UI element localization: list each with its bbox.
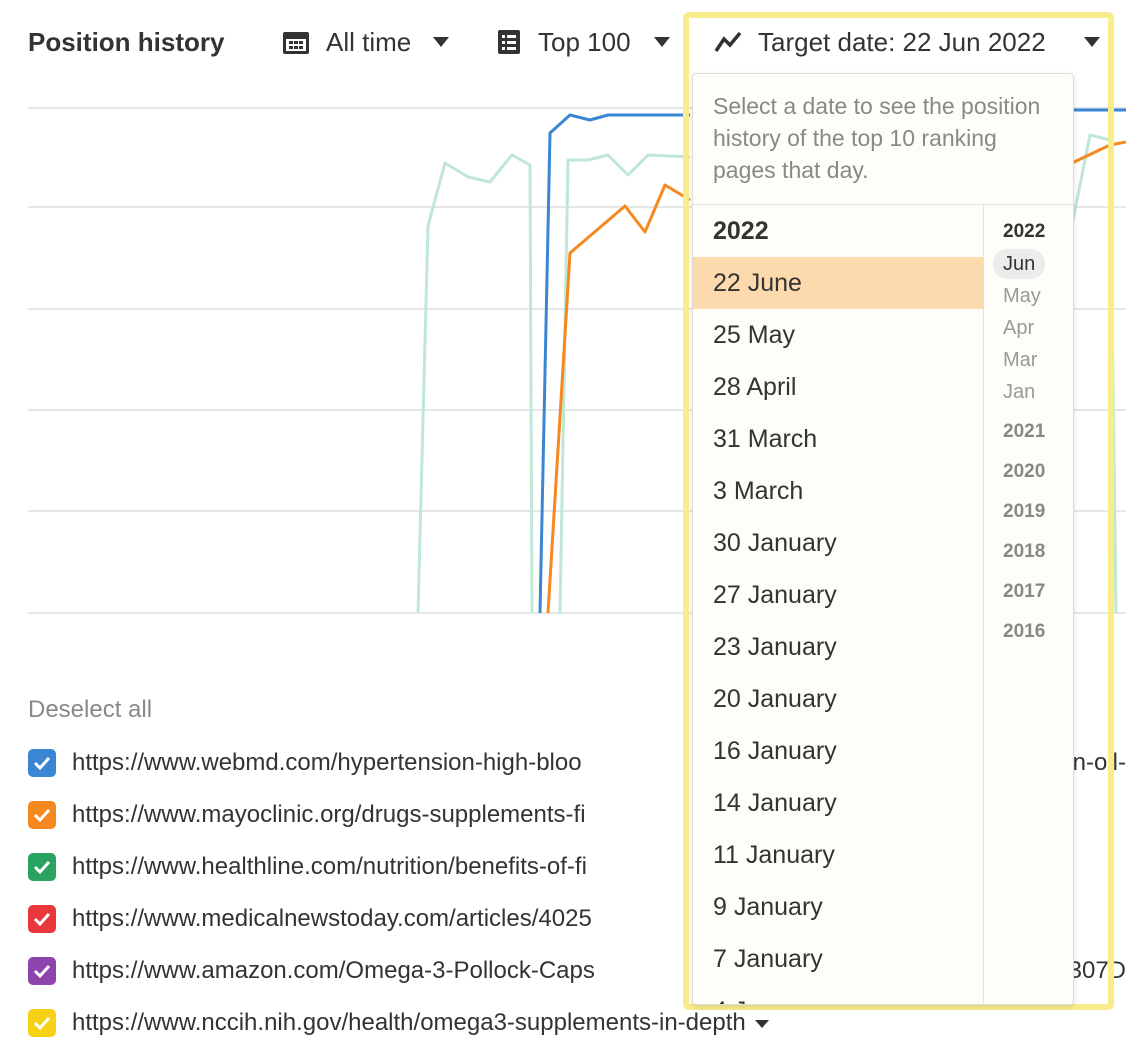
url-label: https://www.mayoclinic.org/drugs-supplem…: [72, 801, 586, 828]
check: [33, 808, 51, 823]
checkbox[interactable]: [28, 749, 56, 777]
date-option[interactable]: 9 January: [713, 893, 823, 921]
caret[interactable]: [746, 1009, 770, 1036]
highlight-box: [683, 12, 1114, 1010]
check: [33, 1016, 51, 1031]
date-option[interactable]: 28 April: [713, 373, 797, 401]
date-option[interactable]: 31 March: [713, 425, 818, 453]
date-option[interactable]: 14 January: [713, 789, 837, 817]
date-option[interactable]: 4 January: [693, 985, 983, 1004]
year-link[interactable]: 2022: [1003, 221, 1046, 242]
trend-icon: [714, 31, 742, 52]
date-option[interactable]: 7 January: [713, 945, 823, 973]
url-label: https://www.amazon.com/Omega-3-Pollock-C…: [72, 957, 595, 984]
year-link[interactable]: 2017: [1003, 581, 1046, 602]
deselect-all[interactable]: Deselect all: [28, 696, 153, 723]
date-option[interactable]: 3 March: [713, 477, 804, 505]
line-healthline: [558, 153, 691, 614]
check: [33, 964, 51, 979]
year-heading: 2022: [713, 217, 769, 245]
date-option[interactable]: 30 January: [713, 529, 837, 557]
separator: [983, 205, 984, 1004]
month-link[interactable]: Mar: [1003, 349, 1038, 371]
checkbox[interactable]: [28, 905, 56, 933]
date-option[interactable]: 11 January: [713, 841, 835, 869]
date-picker: Select a date to see the position histor…: [692, 73, 1074, 1005]
caret: [1084, 37, 1100, 47]
target-date-dropdown[interactable]: Target date: 22 Jun 2022: [758, 27, 1046, 57]
caret-icon: [754, 1019, 769, 1028]
checkbox[interactable]: [28, 853, 56, 881]
url-tail: n-oil-: [1072, 749, 1126, 776]
year-link[interactable]: 2021: [1003, 421, 1046, 442]
url-label: https://www.nccih.nih.gov/health/omega3-…: [72, 1008, 770, 1038]
separator: [693, 204, 1073, 205]
date-option[interactable]: 27 January: [713, 581, 837, 609]
line-mayoclinic: [546, 183, 691, 614]
date-option[interactable]: 16 January: [713, 737, 837, 765]
caret: [433, 37, 449, 47]
url-label: https://www.webmd.com/hypertension-high-…: [72, 749, 582, 776]
month-link[interactable]: Jan: [1003, 381, 1036, 403]
month-link[interactable]: Jun: [993, 249, 1046, 279]
line-webmd: [538, 113, 690, 614]
calendar-icon: [283, 32, 309, 54]
checkbox[interactable]: [28, 957, 56, 985]
year-link[interactable]: 2016: [1003, 621, 1046, 642]
date-option[interactable]: 22 June: [693, 257, 983, 309]
date-option[interactable]: 20 January: [713, 685, 837, 713]
line-healthline: [416, 153, 534, 614]
section-title: Position history: [28, 27, 225, 57]
year-link[interactable]: 2019: [1003, 501, 1046, 522]
check: [33, 756, 51, 771]
url-label: https://www.healthline.com/nutrition/ben…: [72, 853, 587, 880]
period-dropdown[interactable]: All time: [326, 27, 412, 57]
year-link[interactable]: 2018: [1003, 541, 1046, 562]
year-link[interactable]: 2020: [1003, 461, 1046, 482]
checkbox[interactable]: [28, 801, 56, 829]
caret: [654, 37, 670, 47]
url-label: https://www.medicalnewstoday.com/article…: [72, 905, 592, 932]
list-icon: [498, 30, 520, 54]
checkbox[interactable]: [28, 1009, 56, 1037]
top-dropdown[interactable]: Top 100: [538, 27, 631, 57]
month-link[interactable]: May: [1003, 285, 1041, 307]
month-link[interactable]: Apr: [1003, 317, 1035, 339]
url-tail: 307D: [1068, 957, 1126, 984]
date-option[interactable]: 25 May: [713, 321, 795, 349]
check: [33, 912, 51, 927]
date-option[interactable]: 23 January: [713, 633, 837, 661]
picker-description: Select a date to see the position histor…: [713, 93, 1041, 183]
check: [33, 860, 51, 875]
